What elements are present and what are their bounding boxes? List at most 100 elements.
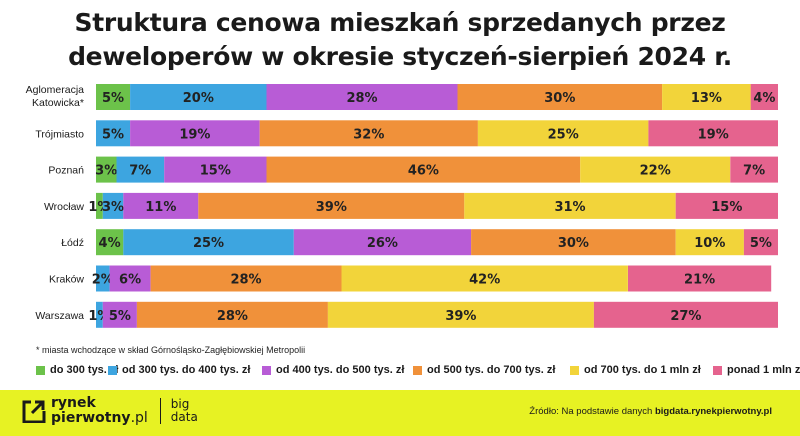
legend-item: od 700 tys. do 1 mln zł bbox=[570, 364, 701, 376]
bar-segment bbox=[96, 229, 124, 256]
data-label: 3% bbox=[102, 200, 124, 215]
bar-segment bbox=[580, 156, 731, 183]
data-label: 5% bbox=[109, 309, 131, 324]
data-label: 28% bbox=[346, 91, 377, 106]
bar-segment bbox=[96, 192, 103, 219]
legend-label: od 400 tys. do 500 tys. zł bbox=[276, 364, 405, 376]
bar-segment bbox=[341, 265, 628, 292]
logo-divider bbox=[159, 398, 161, 424]
bar-segment bbox=[136, 301, 328, 328]
data-label: 4% bbox=[99, 236, 121, 251]
legend-item: od 500 tys. do 700 tys. zł bbox=[413, 364, 555, 376]
legend-item: ponad 1 mln zł bbox=[713, 364, 800, 376]
bar-segment bbox=[628, 265, 772, 292]
data-label: 25% bbox=[193, 236, 224, 251]
data-label: 30% bbox=[544, 91, 575, 106]
data-label: 19% bbox=[698, 127, 729, 142]
category-label: Aglomeracja Katowicka* bbox=[26, 84, 85, 109]
bar-segment bbox=[102, 192, 124, 219]
legend-label: ponad 1 mln zł bbox=[727, 364, 800, 376]
bar-segment bbox=[471, 229, 676, 256]
data-label: 28% bbox=[217, 309, 248, 324]
source-note: Źródło: Na podstawie danych bigdata.ryne… bbox=[529, 406, 772, 417]
bar-segment bbox=[96, 301, 103, 328]
footnote: * miasta wchodzące w skład Górnośląsko-Z… bbox=[36, 345, 306, 355]
category-label: Kraków bbox=[49, 274, 84, 286]
category-label: Łódź bbox=[61, 237, 84, 249]
data-label: 10% bbox=[694, 236, 725, 251]
data-label: 20% bbox=[183, 91, 214, 106]
bar-segment bbox=[477, 120, 649, 147]
logo-line2-suffix: .pl bbox=[130, 410, 148, 426]
source-link[interactable]: bigdata.rynekpierwotny.pl bbox=[654, 406, 772, 417]
stacked-bar-chart: Aglomeracja Katowicka* 5% 20% 28% 30% 13% 4% Tró… bbox=[26, 84, 778, 328]
data-label: 15% bbox=[200, 164, 231, 179]
data-label: 11% bbox=[145, 200, 176, 215]
bar-segment bbox=[730, 156, 778, 183]
category-label: Trójmiasto bbox=[35, 128, 84, 140]
bar-segment bbox=[96, 265, 110, 292]
data-label: 5% bbox=[102, 91, 124, 106]
data-label: 39% bbox=[445, 309, 476, 324]
legend-swatch bbox=[262, 365, 271, 375]
data-label: 42% bbox=[469, 273, 500, 288]
legend-label: od 500 tys. do 700 tys. zł bbox=[427, 364, 556, 376]
data-label: 7% bbox=[743, 164, 765, 179]
bar-segment bbox=[648, 120, 778, 147]
legend-swatch bbox=[713, 365, 722, 375]
bar-segment bbox=[593, 301, 778, 328]
data-label: 30% bbox=[558, 236, 589, 251]
legend-swatch bbox=[108, 365, 117, 375]
bar-segment bbox=[750, 84, 778, 110]
bar-segment bbox=[96, 156, 117, 183]
category-label: Warszawa bbox=[35, 310, 84, 322]
data-label: 27% bbox=[670, 309, 701, 324]
logo-big: big bbox=[170, 397, 190, 411]
bar-segment bbox=[675, 229, 744, 256]
source-prefix: Źródło: Na podstawie danych bbox=[529, 406, 655, 417]
logo-data: data bbox=[170, 410, 198, 424]
data-label: 32% bbox=[353, 127, 384, 142]
bar-segment bbox=[198, 192, 465, 219]
bar-segment bbox=[130, 84, 267, 110]
category-label: Poznań bbox=[48, 165, 84, 177]
bar-segment bbox=[675, 192, 778, 219]
data-label: 19% bbox=[179, 127, 210, 142]
legend-item: od 400 tys. do 500 tys. zł bbox=[262, 364, 404, 376]
chart-title-line1: Struktura cenowa mieszkań sprzedanych pr… bbox=[74, 8, 726, 37]
bar-segment bbox=[96, 120, 131, 147]
data-label: 28% bbox=[230, 273, 261, 288]
data-label: 6% bbox=[119, 273, 141, 288]
data-label: 22% bbox=[640, 164, 671, 179]
data-label: 5% bbox=[750, 236, 772, 251]
legend-swatch bbox=[36, 365, 45, 375]
bar-segment bbox=[464, 192, 676, 219]
data-label: 26% bbox=[367, 236, 398, 251]
bar-segment bbox=[102, 301, 137, 328]
bar-segment bbox=[116, 156, 165, 183]
legend-item: od 300 tys. do 400 tys. zł bbox=[108, 364, 250, 376]
bar-segment bbox=[164, 156, 267, 183]
category-label: Wrocław bbox=[44, 201, 84, 213]
data-label: 2% bbox=[92, 273, 114, 288]
data-label: 3% bbox=[95, 164, 117, 179]
data-label: 31% bbox=[554, 200, 585, 215]
bar-segment bbox=[130, 120, 260, 147]
bar-segment bbox=[123, 229, 294, 256]
bar-segment bbox=[266, 84, 458, 110]
data-label: 5% bbox=[102, 127, 124, 142]
bar-segment bbox=[96, 84, 131, 110]
data-label: 15% bbox=[711, 200, 742, 215]
bar-segment bbox=[457, 84, 663, 110]
bar-segment bbox=[662, 84, 751, 110]
data-label: 4% bbox=[753, 91, 775, 106]
bar-segment bbox=[123, 192, 199, 219]
bar-segment bbox=[293, 229, 472, 256]
legend-label: od 700 tys. do 1 mln zł bbox=[584, 364, 701, 376]
logo-mark-icon bbox=[22, 399, 46, 424]
legend-item: do 300 tys. zł bbox=[36, 364, 118, 376]
rynekpierwotny-logo[interactable]: rynek pierwotny.pl big data bbox=[22, 396, 198, 426]
logo-line1: rynek bbox=[51, 395, 96, 411]
data-label: 21% bbox=[684, 273, 715, 288]
legend-label: do 300 tys. zł bbox=[50, 364, 119, 376]
